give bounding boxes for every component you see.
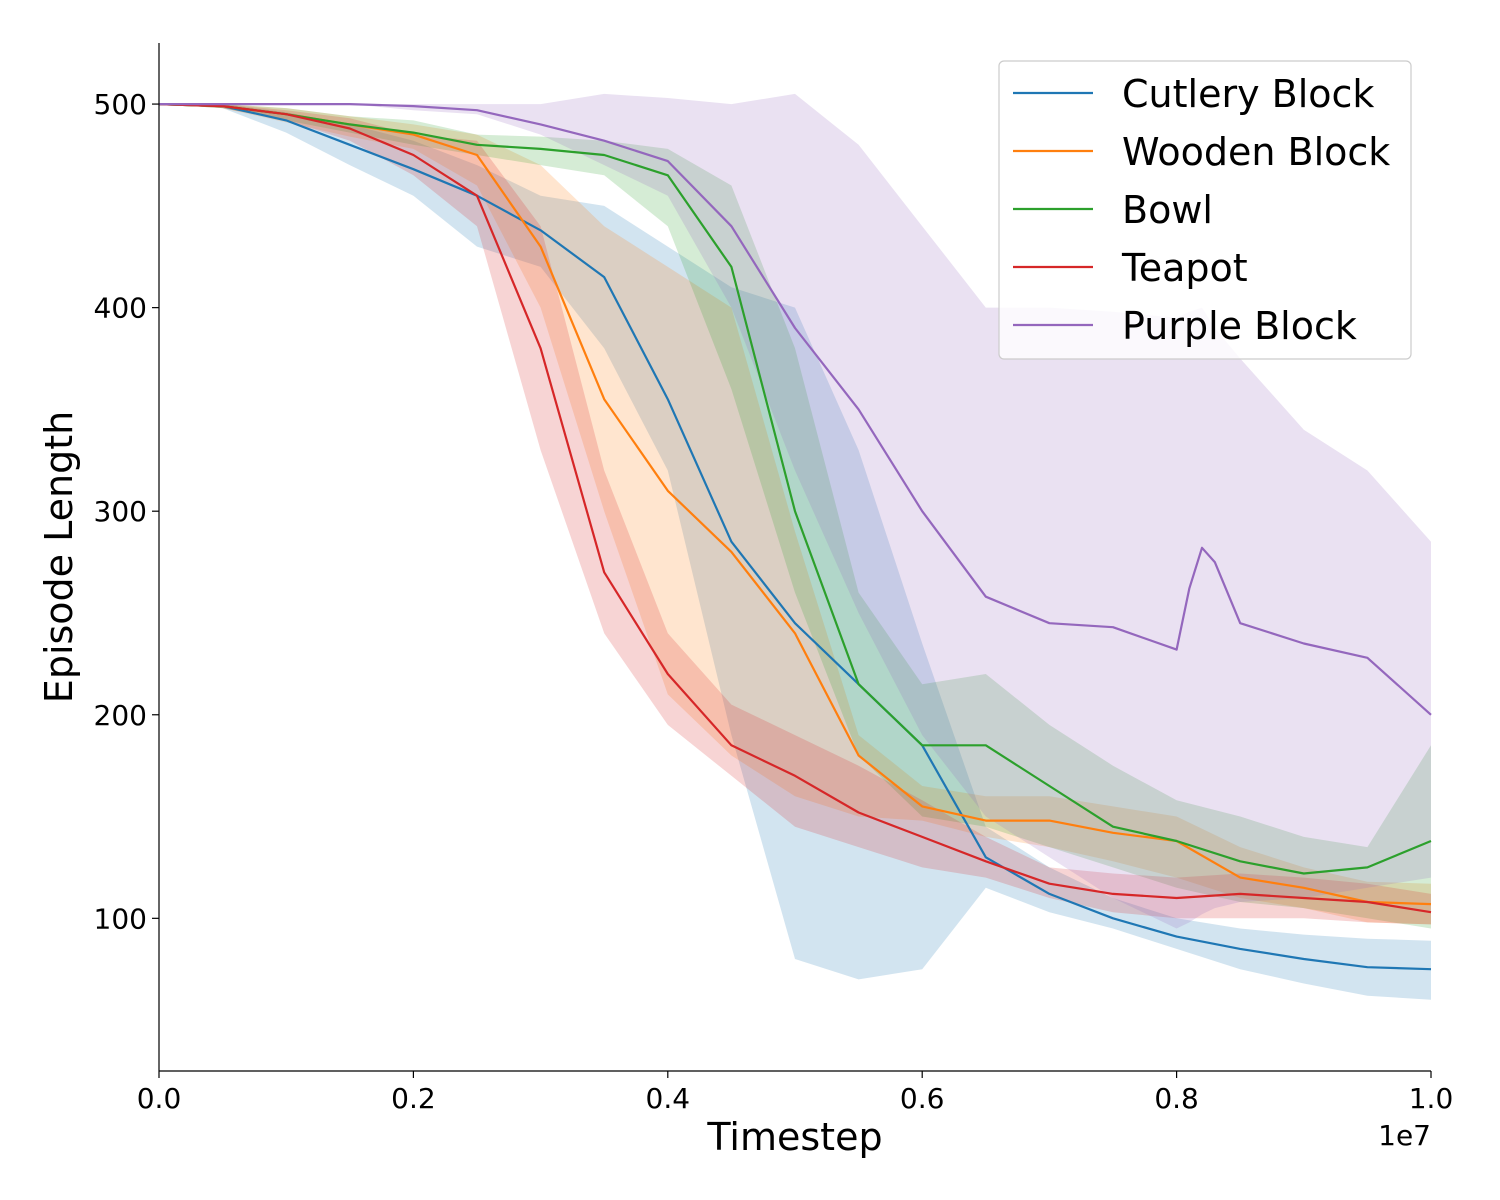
- purple-block-line: [159, 102, 1432, 716]
- legend-label-teapot: Teapot: [1121, 246, 1248, 290]
- x-tick-label: 0.2: [391, 1082, 436, 1115]
- y-tick-label: 500: [94, 88, 147, 121]
- legend-label-wooden-block: Wooden Block: [1122, 130, 1390, 174]
- legend-label-cutlery-block: Cutlery Block: [1122, 72, 1374, 116]
- x-tick-label: 0.8: [1154, 1082, 1199, 1115]
- wooden-block-band: [159, 104, 1431, 925]
- series-lines: [158, 102, 1432, 971]
- x-tick-label: 0.6: [900, 1082, 945, 1115]
- x-tick-label: 1.0: [1409, 1082, 1454, 1115]
- x-tick-label: 0.0: [137, 1082, 182, 1115]
- x-offset-label: 1e7: [1378, 1119, 1431, 1152]
- y-tick-label: 400: [94, 292, 147, 325]
- bowl-band: [159, 104, 1431, 929]
- y-tick-label: 200: [94, 699, 147, 732]
- confidence-bands: [159, 93, 1431, 1000]
- x-ticks: 0.0 0.2 0.4 0.6 0.8 1.0: [137, 1071, 1454, 1115]
- cutlery-block-band: [159, 104, 1431, 1000]
- legend-frame: [998, 60, 1412, 360]
- y-axis-label: Episode Length: [37, 411, 81, 703]
- x-axis-label: Timestep: [706, 1115, 882, 1159]
- teapot-line: [158, 103, 1432, 914]
- y-tick-label: 100: [94, 902, 147, 935]
- cutlery-block-line: [158, 103, 1432, 971]
- legend-label-bowl: Bowl: [1122, 188, 1213, 232]
- y-tick-label: 300: [94, 495, 147, 528]
- bowl-line: [158, 103, 1432, 875]
- legend-label-purple-block: Purple Block: [1122, 304, 1357, 348]
- y-ticks: 100 200 300 400 500: [94, 88, 159, 935]
- teapot-band: [159, 104, 1431, 925]
- x-tick-label: 0.4: [646, 1082, 691, 1115]
- purple-block-band: [159, 93, 1431, 929]
- legend: Cutlery Block Wooden Block Bowl Teapot Purpl…: [998, 60, 1412, 360]
